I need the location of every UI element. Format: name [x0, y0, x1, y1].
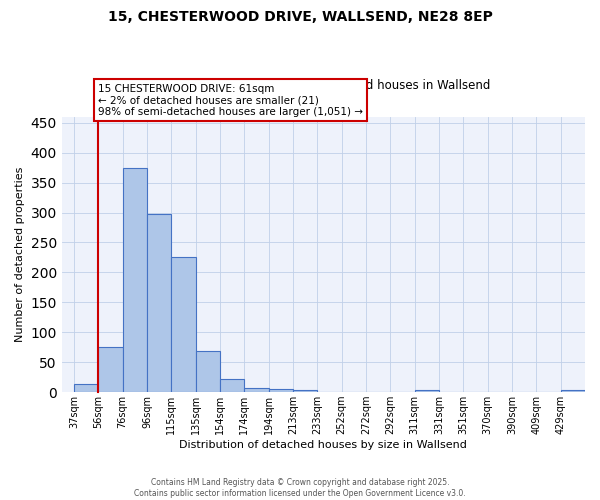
Bar	[74, 384, 98, 392]
Title: Size of property relative to detached houses in Wallsend: Size of property relative to detached ho…	[156, 79, 491, 92]
Text: 15 CHESTERWOOD DRIVE: 61sqm
← 2% of detached houses are smaller (21)
98% of semi: 15 CHESTERWOOD DRIVE: 61sqm ← 2% of deta…	[98, 84, 363, 117]
Bar	[269, 388, 293, 392]
Y-axis label: Number of detached properties: Number of detached properties	[15, 167, 25, 342]
Bar	[293, 390, 317, 392]
Bar	[244, 388, 269, 392]
Text: Contains HM Land Registry data © Crown copyright and database right 2025.
Contai: Contains HM Land Registry data © Crown c…	[134, 478, 466, 498]
Text: 15, CHESTERWOOD DRIVE, WALLSEND, NE28 8EP: 15, CHESTERWOOD DRIVE, WALLSEND, NE28 8E…	[107, 10, 493, 24]
Bar	[196, 352, 220, 392]
Bar	[415, 390, 439, 392]
Bar	[220, 379, 244, 392]
Bar	[560, 390, 585, 392]
Bar	[122, 168, 147, 392]
Bar	[147, 214, 172, 392]
X-axis label: Distribution of detached houses by size in Wallsend: Distribution of detached houses by size …	[179, 440, 467, 450]
Bar	[172, 258, 196, 392]
Bar	[98, 348, 122, 392]
